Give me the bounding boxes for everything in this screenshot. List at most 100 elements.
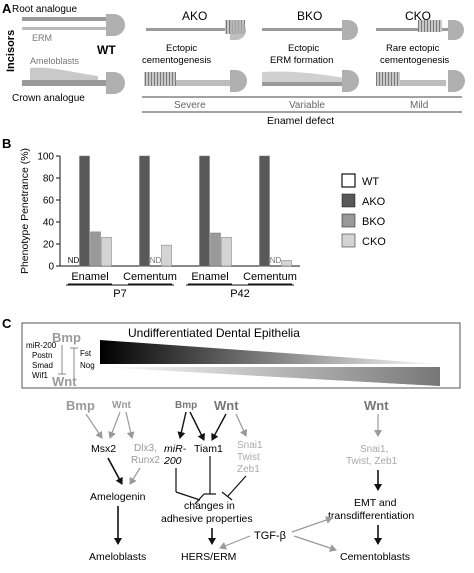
c3-emt-1: EMT and	[354, 497, 397, 509]
box-bmp: Bmp	[52, 330, 81, 345]
panel-b: B Phenotype Penetrance (%) 020406080100 …	[2, 136, 386, 300]
x-category-label: Enamel	[71, 271, 108, 283]
bko-label: BKO	[297, 9, 322, 23]
x-axis: Enamel Cementum Enamel Cementum P7 P42	[66, 271, 297, 300]
legend: WT AKO BKO CKO	[341, 173, 386, 248]
incisors-label: Incisors	[5, 30, 17, 72]
ako-desc-1: Ectopic	[166, 43, 197, 54]
list-nog: Nog	[80, 361, 95, 370]
panel-b-letter: B	[2, 136, 11, 151]
y-tick-label: 0	[48, 262, 54, 273]
bko-tooth: BKO Ectopic ERM formation	[262, 9, 359, 92]
panel-a: A Root analogue Incisors Crown analogue …	[2, 1, 465, 127]
panel-c: C Undifferentiated Dental Epithelia Bmp …	[2, 316, 461, 563]
nd-label: ND	[68, 256, 80, 265]
box-title: Undifferentiated Dental Epithelia	[128, 326, 300, 340]
c1-bmp: Bmp	[66, 398, 95, 413]
legend-swatch-wt	[341, 173, 356, 188]
c2-changes-1: changes in	[184, 500, 235, 512]
bar-ako	[199, 155, 210, 267]
group-label: P42	[230, 288, 250, 300]
panel-c-letter: C	[2, 316, 12, 331]
ameloblasts-label: Ameloblasts	[30, 56, 80, 66]
bar-bko	[210, 232, 221, 267]
legend-label-wt: WT	[362, 176, 379, 188]
list-fst: Fst	[80, 349, 92, 358]
bmp-gradient	[100, 340, 440, 364]
list-mir200: miR-200	[26, 341, 57, 350]
panel-a-letter: A	[2, 1, 12, 16]
nd-label: ND	[270, 256, 282, 265]
c2-zeb1: Zeb1	[237, 464, 260, 475]
legend-label-bko: BKO	[362, 216, 386, 228]
wt-label: WT	[97, 43, 116, 57]
severity-severe: Severe	[174, 100, 206, 111]
c2-wnt: Wnt	[214, 398, 239, 413]
cko-label: CKO	[405, 9, 431, 23]
y-tick-label: 100	[37, 152, 54, 163]
list-wif1: Wif1	[32, 371, 49, 380]
ako-desc-2: cementogenesis	[142, 55, 211, 66]
c2-mir-1: miR-	[164, 443, 187, 455]
severity-mild: Mild	[410, 100, 428, 111]
legend-swatch-cko	[341, 233, 356, 248]
c2-snai1: Snai1	[237, 440, 263, 451]
x-category-label: Cementum	[243, 271, 297, 283]
y-tick-label: 80	[43, 174, 55, 185]
bar-cko	[281, 260, 292, 267]
y-tick-label: 60	[43, 196, 55, 207]
bar-cko	[161, 244, 172, 267]
c1-dlx3: Dlx3,	[134, 443, 157, 454]
c1-ameloblasts: Ameloblasts	[89, 551, 146, 563]
ako-label: AKO	[182, 9, 207, 23]
bar-cko	[101, 237, 112, 267]
enamel-defect-label: Enamel defect	[267, 115, 334, 127]
c3-snai-2: Twist, Zeb1	[346, 456, 398, 467]
c1-amelogenin: Amelogenin	[90, 491, 146, 503]
c3-snai-1: Snai1,	[360, 444, 388, 455]
crown-analogue-label: Crown analogue	[12, 93, 85, 104]
list-postn: Postn	[32, 351, 52, 360]
c3-emt-2: transdifferentiation	[328, 510, 414, 522]
nd-label: ND	[150, 256, 162, 265]
root-analogue-label: Root analogue	[12, 4, 77, 15]
box-wnt: Wnt	[52, 374, 77, 389]
bar-series: ND ND ND	[68, 155, 292, 267]
c3-wnt: Wnt	[364, 398, 389, 413]
legend-swatch-bko	[341, 213, 356, 228]
c3-cementoblasts: Cementoblasts	[340, 551, 410, 563]
bar-ako	[259, 155, 270, 267]
c2-mir-2: 200	[163, 455, 182, 467]
y-tick-label: 40	[43, 218, 55, 229]
bko-desc-2: ERM formation	[270, 55, 333, 66]
cko-tooth: CKO Rare ectopic cementogenesis	[376, 9, 465, 92]
y-axis: 0 20 40 60 80 100	[37, 152, 300, 273]
c1-runx2: Runx2	[131, 455, 160, 466]
legend-swatch-ako	[341, 193, 356, 208]
c1-msx2: Msx2	[91, 443, 116, 455]
group-label: P7	[113, 288, 126, 300]
c2-bmp: Bmp	[175, 400, 197, 411]
c2-hers-erm: HERS/ERM	[181, 551, 236, 563]
bar-bko	[90, 231, 101, 267]
legend-label-ako: AKO	[362, 196, 386, 208]
bar-cko	[221, 237, 232, 267]
c2-twist: Twist	[237, 452, 260, 463]
cko-desc-1: Rare ectopic	[386, 43, 440, 54]
bko-desc-1: Ectopic	[288, 43, 319, 54]
bar-ako	[79, 155, 90, 267]
c1-wnt: Wnt	[112, 400, 132, 411]
y-axis-label: Phenotype Penetrance (%)	[19, 148, 31, 274]
c2-tiam1: Tiam1	[194, 443, 223, 455]
cko-desc-2: cementogenesis	[380, 55, 449, 66]
ako-tooth: AKO Ectopic cementogenesis	[142, 9, 247, 92]
x-category-label: Enamel	[191, 271, 228, 283]
c2-changes-2: adhesive properties	[161, 513, 253, 525]
list-smad: Smad	[32, 361, 53, 370]
tgf-beta-label: TGF-β	[254, 530, 286, 542]
legend-label-cko: CKO	[362, 236, 386, 248]
wt-tooth: ERM WT Ameloblasts	[22, 14, 125, 94]
bar-ako	[139, 155, 150, 267]
erm-label: ERM	[32, 33, 52, 43]
